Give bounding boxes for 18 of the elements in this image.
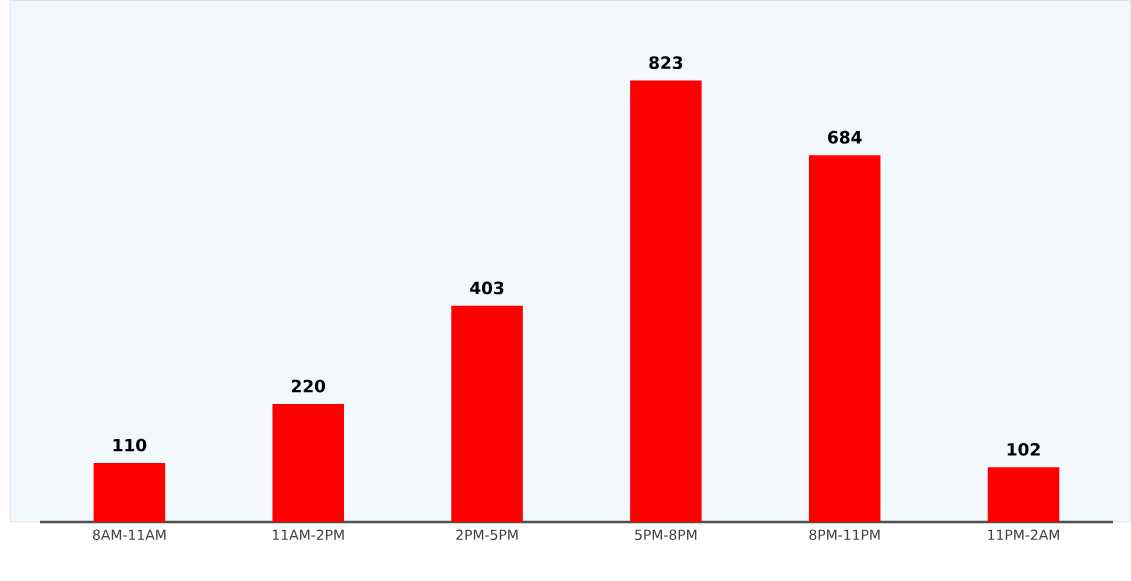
data-label: 110 xyxy=(113,438,147,452)
x-tick-label: 8AM-11AM xyxy=(92,529,166,541)
data-label: 823 xyxy=(649,56,683,70)
bar xyxy=(630,80,702,522)
bar xyxy=(808,155,881,522)
data-label: 102 xyxy=(1007,442,1040,456)
x-tick-label: 8PM-11PM xyxy=(809,529,880,541)
data-label: 403 xyxy=(470,281,504,295)
bar xyxy=(451,305,523,522)
bar xyxy=(987,467,1060,522)
x-tick-label: 5PM-8PM xyxy=(635,529,697,541)
data-label: 220 xyxy=(291,379,326,393)
x-tick-label: 2PM-5PM xyxy=(456,529,518,541)
bar xyxy=(272,404,344,522)
x-tick-label: 11AM-2PM xyxy=(272,529,344,540)
bar xyxy=(93,462,166,522)
data-label: 684 xyxy=(828,130,862,144)
x-tick-label: 11PM-2AM xyxy=(988,529,1059,540)
